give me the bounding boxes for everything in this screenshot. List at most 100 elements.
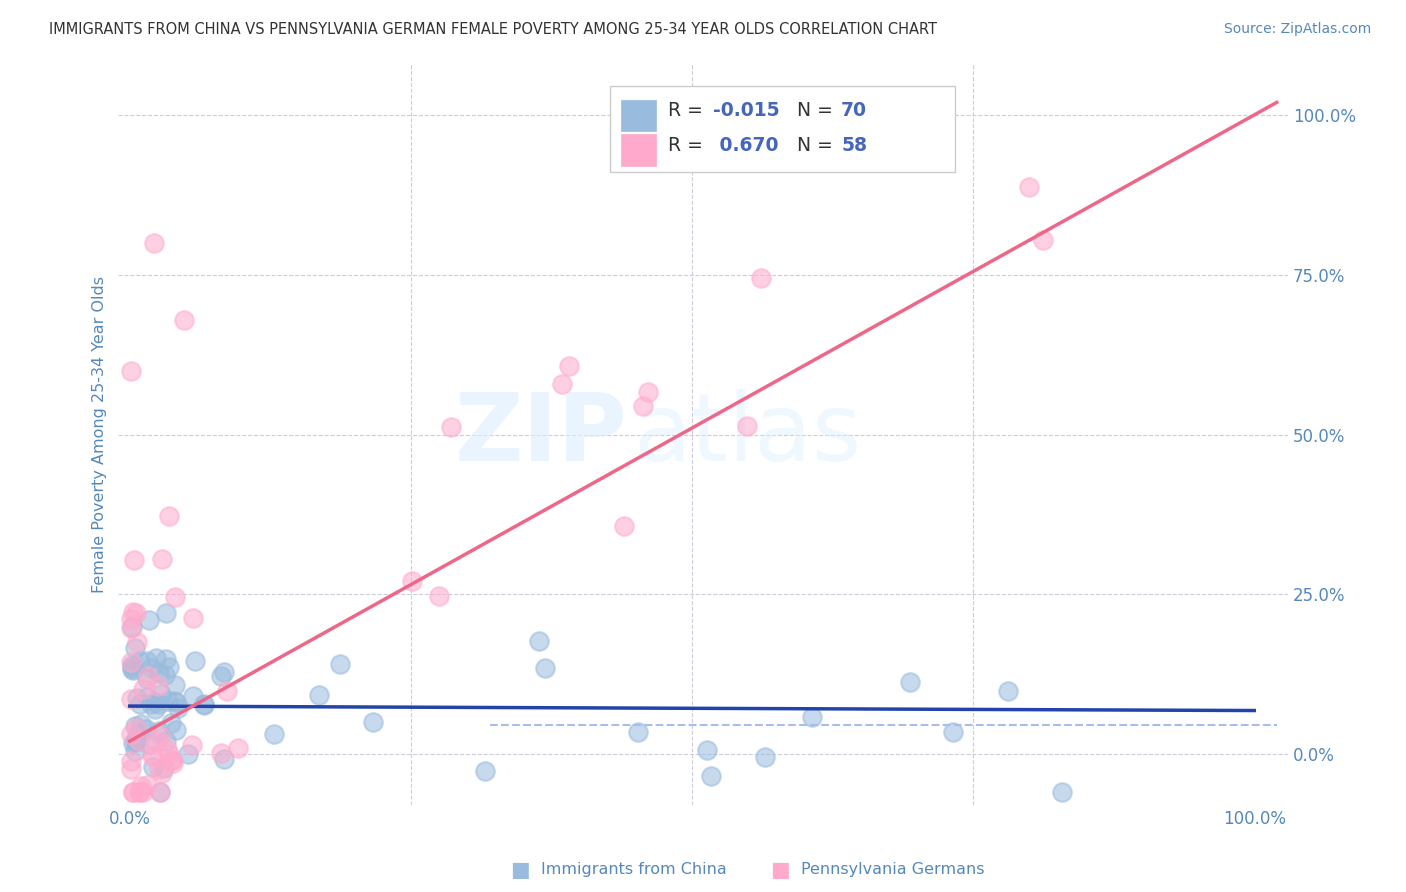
Point bbox=[136, 690, 159, 704]
Point bbox=[696, 743, 718, 757]
Point bbox=[157, 509, 180, 524]
Point bbox=[149, 730, 172, 744]
Point bbox=[263, 727, 285, 741]
Point bbox=[142, 235, 165, 250]
Text: IMMIGRANTS FROM CHINA VS PENNSYLVANIA GERMAN FEMALE POVERTY AMONG 25-34 YEAR OLD: IMMIGRANTS FROM CHINA VS PENNSYLVANIA GE… bbox=[49, 22, 938, 37]
Point bbox=[184, 655, 207, 669]
Text: N =: N = bbox=[797, 101, 838, 120]
Point bbox=[215, 683, 238, 698]
Text: R =: R = bbox=[668, 101, 709, 120]
Point bbox=[138, 669, 160, 683]
Point bbox=[129, 779, 152, 793]
Point bbox=[329, 657, 352, 671]
Point bbox=[181, 689, 204, 703]
Point bbox=[149, 785, 172, 799]
Point bbox=[122, 785, 145, 799]
Point bbox=[942, 724, 965, 739]
Point bbox=[474, 764, 496, 778]
Point bbox=[157, 747, 180, 761]
Point bbox=[120, 621, 142, 635]
Point bbox=[212, 752, 235, 766]
Text: R =: R = bbox=[668, 136, 709, 155]
Point bbox=[173, 312, 195, 326]
Point bbox=[162, 756, 184, 771]
Point bbox=[131, 682, 153, 697]
Point bbox=[613, 518, 636, 533]
Point bbox=[157, 660, 180, 674]
Point bbox=[148, 679, 170, 693]
Point bbox=[143, 748, 166, 763]
Point bbox=[557, 359, 579, 374]
Point bbox=[361, 714, 384, 729]
Point bbox=[155, 607, 177, 621]
Point bbox=[209, 669, 232, 683]
Point bbox=[550, 377, 572, 392]
Point bbox=[155, 667, 177, 681]
Text: Immigrants from China: Immigrants from China bbox=[541, 863, 727, 877]
Point bbox=[128, 697, 150, 711]
Point bbox=[127, 635, 149, 649]
Point bbox=[193, 697, 215, 711]
Point bbox=[127, 727, 149, 741]
Point bbox=[1018, 179, 1040, 194]
Point bbox=[120, 612, 142, 626]
Text: Source: ZipAtlas.com: Source: ZipAtlas.com bbox=[1223, 22, 1371, 37]
Point bbox=[120, 364, 142, 378]
Point bbox=[128, 734, 150, 748]
Text: 58: 58 bbox=[841, 136, 868, 155]
Point bbox=[128, 785, 150, 799]
Point bbox=[124, 744, 146, 758]
Point bbox=[700, 769, 723, 783]
Point bbox=[212, 665, 235, 680]
Point bbox=[121, 663, 143, 677]
Point bbox=[122, 553, 145, 567]
Point bbox=[898, 674, 921, 689]
Point bbox=[129, 716, 152, 731]
Point bbox=[163, 694, 186, 708]
Point bbox=[156, 742, 179, 756]
Point bbox=[148, 762, 170, 776]
Point bbox=[124, 640, 146, 655]
Point bbox=[226, 741, 249, 756]
Point bbox=[165, 695, 187, 709]
Point bbox=[122, 785, 145, 799]
Point bbox=[139, 661, 162, 675]
Point bbox=[121, 660, 143, 674]
Point bbox=[120, 763, 142, 777]
Point bbox=[150, 552, 173, 566]
Point bbox=[1050, 785, 1073, 799]
Point bbox=[534, 661, 557, 675]
Point bbox=[176, 747, 198, 761]
Y-axis label: Female Poverty Among 25-34 Year Olds: Female Poverty Among 25-34 Year Olds bbox=[93, 276, 107, 593]
Point bbox=[150, 687, 173, 701]
Point bbox=[129, 785, 152, 799]
Point bbox=[308, 689, 330, 703]
Point bbox=[800, 709, 823, 723]
Point bbox=[120, 692, 142, 706]
Point bbox=[163, 678, 186, 692]
Point bbox=[121, 658, 143, 673]
Point bbox=[153, 761, 176, 775]
Point bbox=[121, 735, 143, 749]
Point bbox=[148, 666, 170, 681]
Text: -0.015: -0.015 bbox=[713, 101, 779, 120]
Point bbox=[120, 655, 142, 669]
FancyBboxPatch shape bbox=[621, 135, 657, 166]
Point bbox=[124, 734, 146, 748]
Point bbox=[631, 400, 654, 414]
Point bbox=[155, 651, 177, 665]
Point bbox=[149, 785, 172, 799]
Point bbox=[754, 749, 776, 764]
Point bbox=[440, 420, 463, 434]
Point bbox=[148, 697, 170, 711]
Point bbox=[141, 749, 163, 764]
Point bbox=[181, 738, 204, 752]
Point bbox=[157, 694, 180, 708]
Text: Pennsylvania Germans: Pennsylvania Germans bbox=[801, 863, 986, 877]
Point bbox=[737, 418, 759, 433]
Point bbox=[120, 754, 142, 768]
Point bbox=[150, 766, 173, 780]
Point bbox=[120, 727, 142, 741]
Point bbox=[749, 271, 772, 285]
Point bbox=[125, 606, 148, 620]
